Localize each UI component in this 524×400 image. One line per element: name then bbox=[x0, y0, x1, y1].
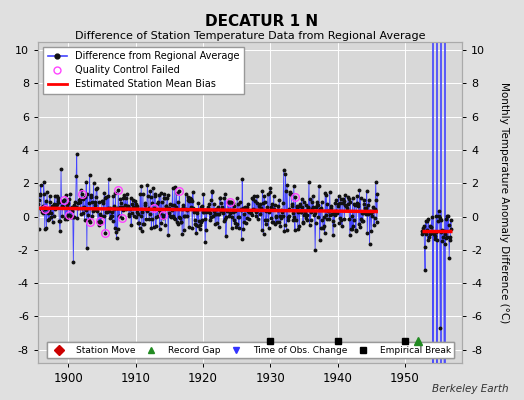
Text: Berkeley Earth: Berkeley Earth bbox=[432, 384, 508, 394]
Title: Difference of Station Temperature Data from Regional Average: Difference of Station Temperature Data f… bbox=[75, 31, 425, 41]
Text: DECATUR 1 N: DECATUR 1 N bbox=[205, 14, 319, 29]
Y-axis label: Monthly Temperature Anomaly Difference (°C): Monthly Temperature Anomaly Difference (… bbox=[499, 82, 509, 323]
Legend: Station Move, Record Gap, Time of Obs. Change, Empirical Break: Station Move, Record Gap, Time of Obs. C… bbox=[47, 342, 454, 358]
